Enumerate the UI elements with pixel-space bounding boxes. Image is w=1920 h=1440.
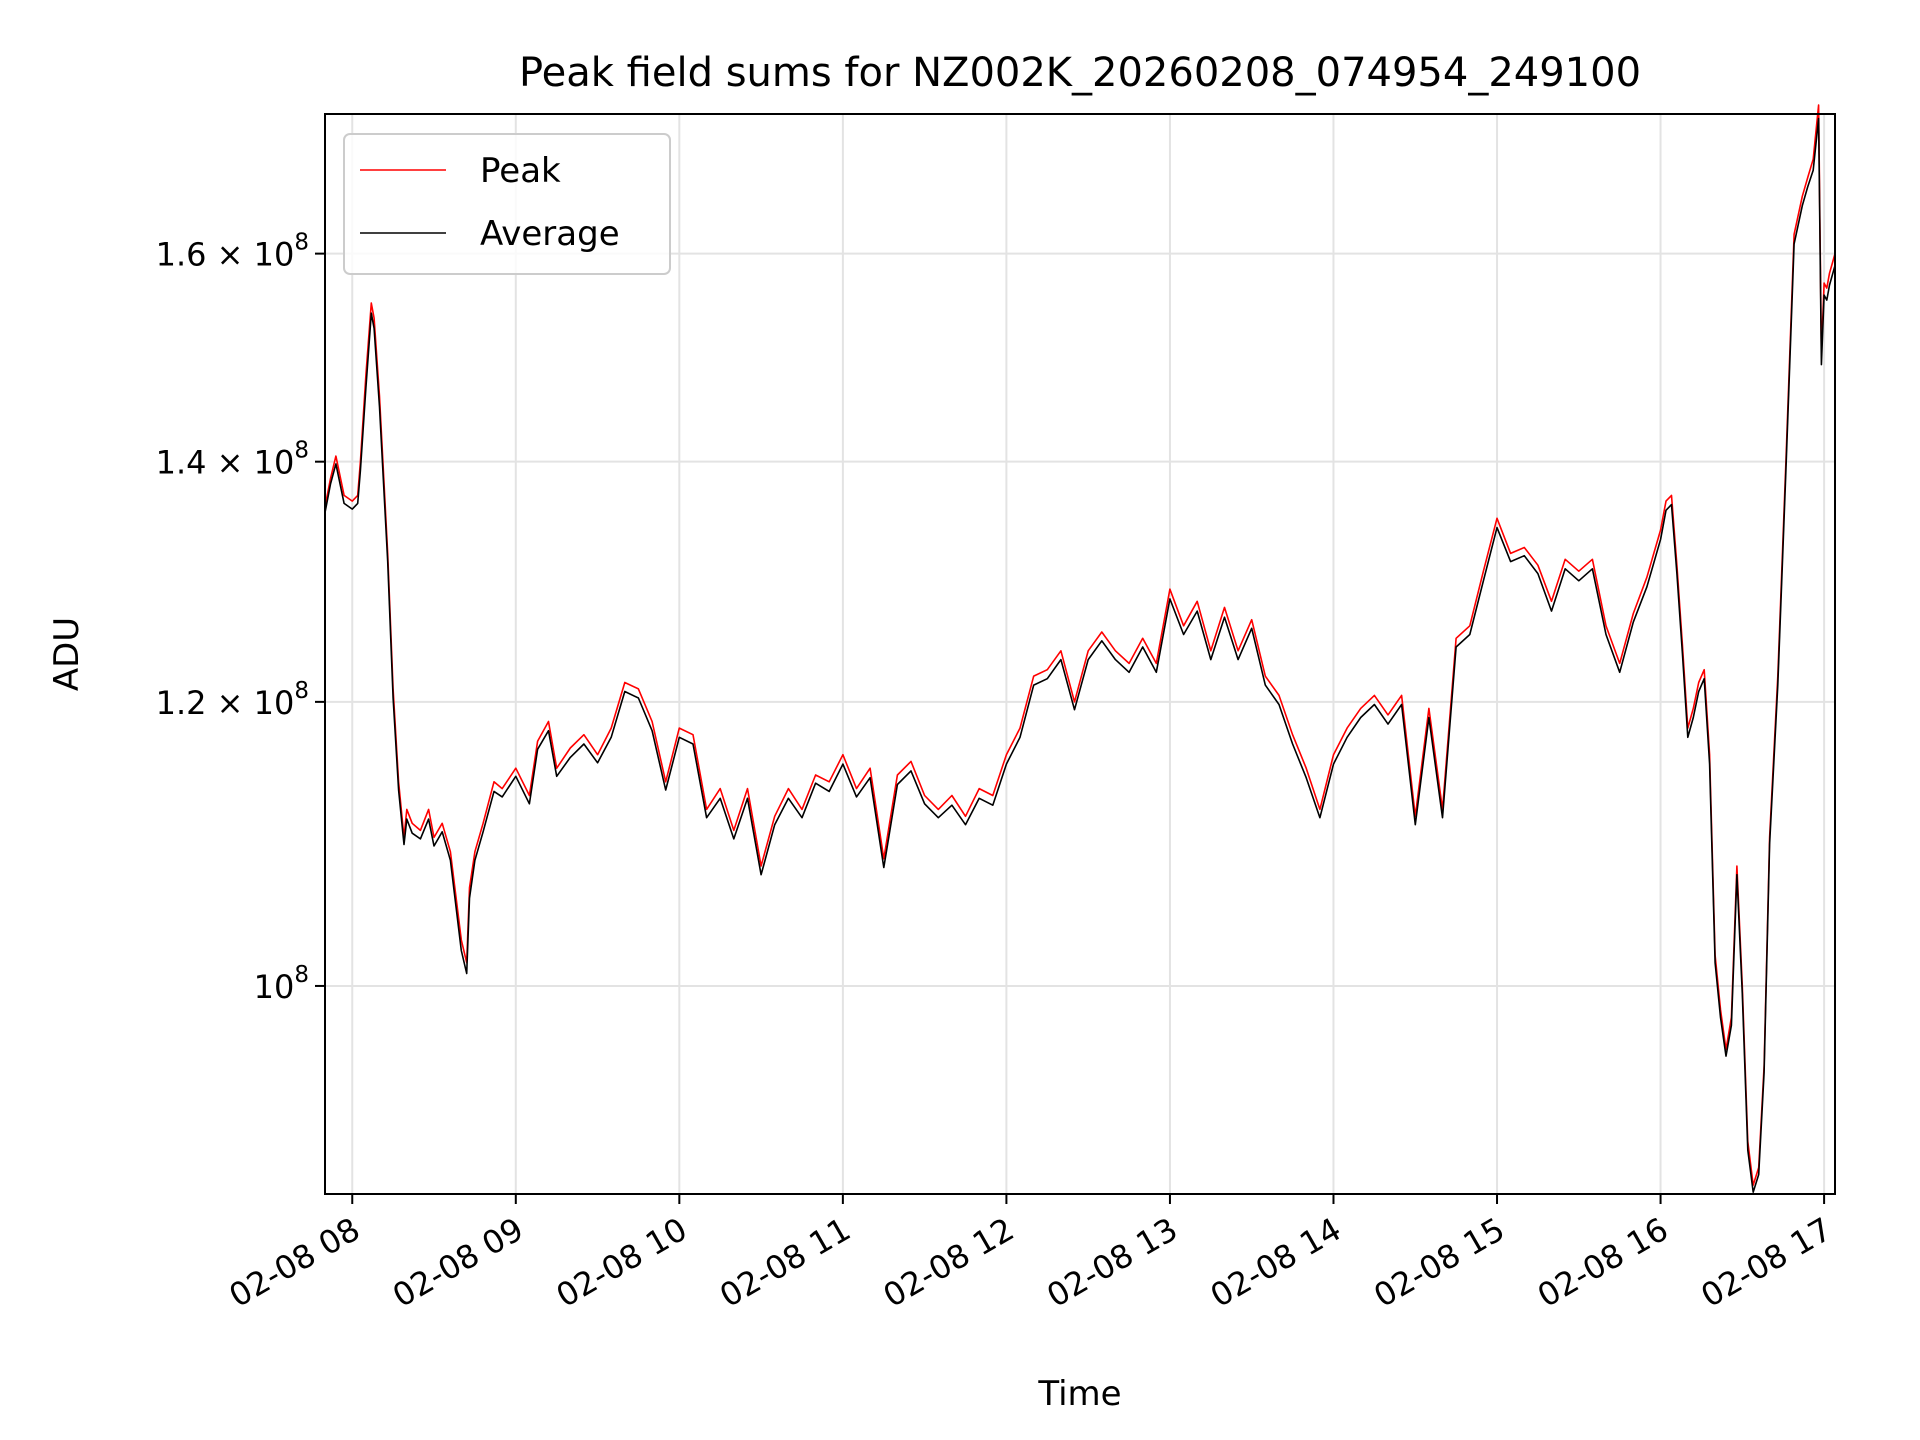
x-axis-label: Time [1037,1374,1121,1414]
y-tick-label: 108 [254,962,309,1006]
series-line-average [324,117,1836,1193]
y-tick-exponent: 8 [294,678,309,704]
y-tick-exponent: 8 [294,438,309,464]
y-tick-exponent: 8 [294,230,309,256]
plot-area [325,114,1835,1194]
legend-box [343,133,671,275]
y-tick-label: 1.4 × 108 [156,438,309,482]
legend-peak-label: Peak [480,151,561,191]
y-tick-label: 1.6 × 108 [156,230,309,274]
y-tick-label: 1.2 × 108 [156,678,309,722]
legend: Peak Average [343,133,671,275]
y-axis-label: ADU [47,617,87,691]
y-tick-base: 10 [254,968,295,1006]
series-layer [324,104,1836,1193]
chart-title: Peak field sums for NZ002K_20260208_0749… [519,50,1641,96]
legend-average-label: Average [480,214,620,254]
y-tick-base: 1.6 × 10 [156,236,295,274]
y-tick-base: 1.4 × 10 [156,444,295,482]
axes-frame [324,113,1836,1195]
y-tick-exponent: 8 [294,962,309,988]
grid [325,114,1835,1194]
y-tick-base: 1.2 × 10 [156,684,295,722]
